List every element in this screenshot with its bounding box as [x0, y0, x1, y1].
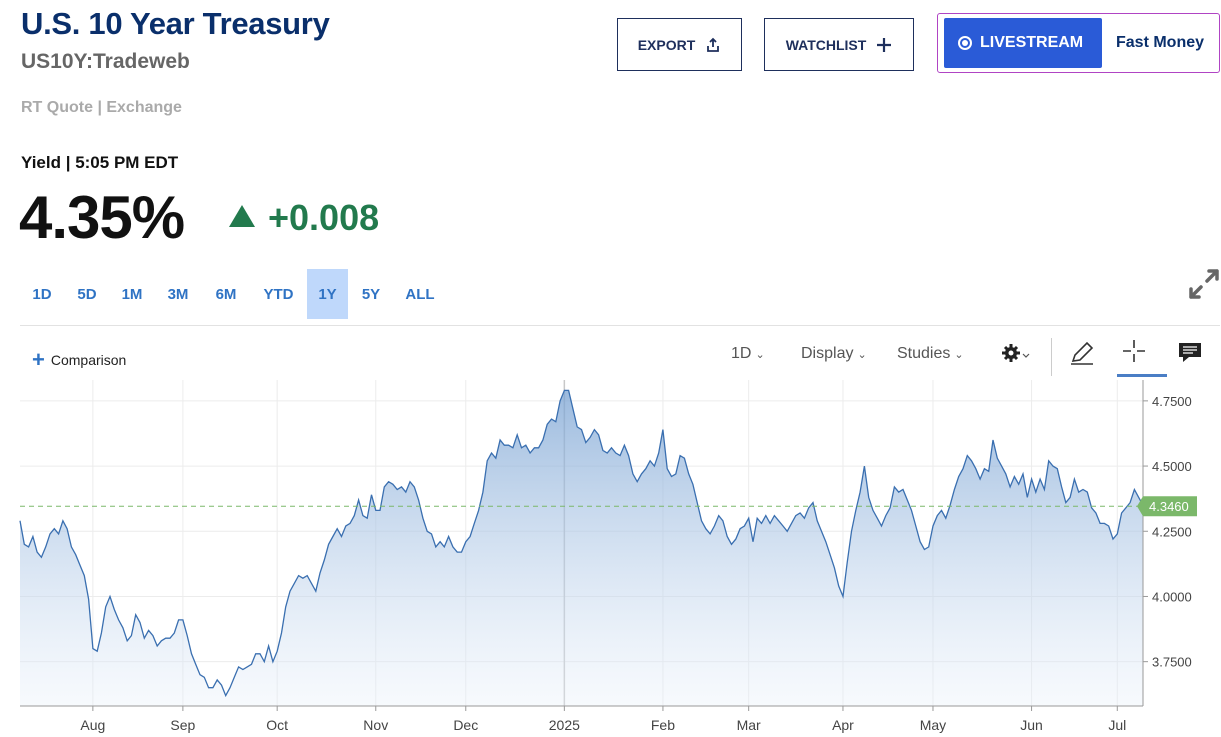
crosshair-button[interactable] [1121, 338, 1147, 369]
crosshair-icon [1123, 340, 1145, 362]
interval-label: 1D [731, 345, 752, 362]
current-value-badge: 4.3460 [1137, 496, 1197, 517]
y-tick-label: 4.2500 [1152, 524, 1192, 539]
plus-icon: + [32, 347, 45, 372]
expand-icon[interactable] [1188, 268, 1220, 300]
plus-icon [877, 37, 892, 52]
draw-button[interactable] [1069, 340, 1095, 371]
range-tab-ytd[interactable]: YTD [263, 285, 294, 303]
comparison-button[interactable]: + Comparison [32, 349, 126, 371]
y-tick-label: 4.5000 [1152, 459, 1192, 474]
watchlist-button[interactable]: WATCHLIST [764, 18, 914, 71]
range-tab-5d[interactable]: 5D [77, 285, 97, 303]
pencil-icon [1071, 341, 1094, 365]
studies-label: Studies [897, 345, 951, 362]
y-tick-label: 4.7500 [1152, 394, 1192, 409]
export-button[interactable]: EXPORT [617, 18, 742, 71]
range-tab-3m[interactable]: 3M [167, 285, 189, 303]
section-divider [20, 325, 1220, 326]
x-tick-label: Mar [737, 717, 761, 733]
up-arrow-icon [229, 205, 255, 227]
quote-source-label: RT Quote | Exchange [21, 99, 182, 116]
page-title: U.S. 10 Year Treasury [21, 6, 330, 41]
range-tab-1m[interactable]: 1M [121, 285, 143, 303]
export-button-label: EXPORT [637, 36, 696, 53]
chart-area-fill [20, 390, 1143, 706]
x-tick-label: Aug [80, 717, 105, 733]
change-value: +0.008 [268, 197, 380, 238]
chevron-down-icon: ⌄ [755, 349, 765, 361]
range-tab-1d[interactable]: 1D [32, 285, 52, 303]
x-tick-label: Sep [170, 717, 195, 733]
toolbar-separator [1051, 338, 1052, 376]
current-value-label: 4.3460 [1149, 499, 1189, 514]
interval-dropdown[interactable]: 1D ⌄ [731, 345, 765, 363]
livestream-button[interactable]: LIVESTREAM [944, 18, 1102, 68]
display-label: Display [801, 345, 854, 362]
yield-timestamp: Yield | 5:05 PM EDT [21, 153, 179, 172]
y-axis-ticks: 4.7500 4.5000 4.2500 4.0000 3.7500 [1143, 394, 1192, 670]
range-tabs: 1D 5D 1M 3M 6M YTD 1Y 5Y ALL [20, 269, 446, 319]
x-tick-label: Feb [651, 717, 675, 733]
gear-icon [1002, 344, 1030, 362]
x-tick-label: 2025 [549, 717, 580, 733]
y-tick-label: 4.0000 [1152, 589, 1192, 604]
comparison-label: Comparison [50, 352, 127, 368]
badge-shape [1137, 496, 1197, 517]
chevron-down-icon: ⌄ [857, 349, 867, 361]
share-icon [707, 37, 720, 52]
range-tab-all[interactable]: ALL [405, 285, 435, 303]
chart-series-line [19, 389, 1144, 698]
livestream-label: LIVESTREAM [980, 34, 1084, 51]
x-tick-label: Dec [453, 717, 478, 733]
y-tick-label: 3.7500 [1152, 655, 1192, 670]
show-link[interactable]: Fast Money [1116, 34, 1205, 51]
crosshair-active-indicator [1117, 374, 1167, 377]
x-tick-label: Nov [363, 717, 388, 733]
chevron-down-icon: ⌄ [954, 349, 964, 361]
x-tick-label: May [920, 717, 946, 733]
settings-dropdown[interactable] [1001, 342, 1031, 369]
price-value: 4.35% [19, 184, 185, 251]
livestream-banner: LIVESTREAM Fast Money [937, 13, 1220, 73]
comment-button[interactable] [1177, 341, 1203, 370]
symbol-label: US10Y:Tradeweb [21, 50, 190, 73]
yield-chart[interactable]: 4.7500 4.5000 4.2500 4.0000 3.7500 Aug Sep Oct… [0, 380, 1221, 737]
watchlist-button-label: WATCHLIST [785, 36, 867, 53]
live-dot-icon [958, 36, 972, 50]
range-tab-1y[interactable]: 1Y [307, 269, 348, 319]
x-tick-label: Oct [266, 717, 288, 733]
comment-icon [1179, 343, 1201, 362]
range-tab-5y[interactable]: 5Y [361, 285, 381, 303]
x-tick-label: Jun [1020, 717, 1043, 733]
x-axis-ticks: Aug Sep Oct Nov Dec 2025 Feb Mar Apr May Jun Jul [80, 706, 1126, 733]
range-tab-6m[interactable]: 6M [215, 285, 237, 303]
x-tick-label: Jul [1108, 717, 1126, 733]
display-dropdown[interactable]: Display ⌄ [801, 345, 867, 363]
studies-dropdown[interactable]: Studies ⌄ [897, 345, 964, 363]
x-tick-label: Apr [832, 717, 854, 733]
